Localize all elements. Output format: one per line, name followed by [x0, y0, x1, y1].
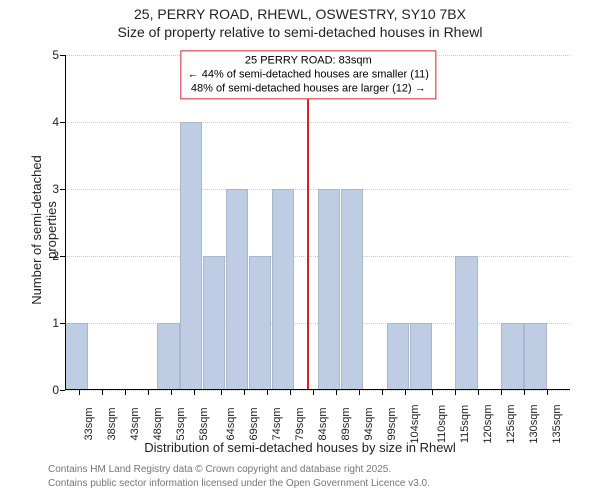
plot-area: 01234525 PERRY ROAD: 83sqm← 44% of semi-… [65, 55, 570, 390]
y-axis [65, 55, 66, 390]
annotation-line1: 25 PERRY ROAD: 83sqm [188, 54, 429, 68]
xtick-mark [102, 390, 103, 395]
xtick-mark [524, 390, 525, 395]
x-axis-label: Distribution of semi-detached houses by … [0, 440, 600, 455]
xtick-label: 38sqm [102, 407, 118, 440]
xtick-mark [148, 390, 149, 395]
footer-credit-1: Contains HM Land Registry data © Crown c… [48, 464, 391, 475]
histogram-bar [203, 256, 225, 390]
xtick-label: 53sqm [171, 407, 187, 440]
xtick-label: 135sqm [547, 404, 563, 443]
xtick-mark [359, 390, 360, 395]
chart-title-line1: 25, PERRY ROAD, RHEWL, OSWESTRY, SY10 7B… [0, 6, 600, 22]
histogram-bar [387, 323, 409, 390]
xtick-label: 94sqm [359, 407, 375, 440]
xtick-label: 130sqm [524, 404, 540, 443]
histogram-bar [65, 323, 87, 390]
ytick-label: 3 [52, 182, 65, 196]
footer-credit-2: Contains public sector information licen… [48, 478, 430, 489]
histogram-bar [157, 323, 179, 390]
xtick-mark [171, 390, 172, 395]
xtick-label: 69sqm [244, 407, 260, 440]
xtick-mark [194, 390, 195, 395]
xtick-label: 33sqm [79, 407, 95, 440]
xtick-mark [382, 390, 383, 395]
ytick-label: 4 [52, 115, 65, 129]
xtick-label: 110sqm [432, 405, 448, 443]
xtick-mark [267, 390, 268, 395]
ytick-label: 2 [52, 249, 65, 263]
xtick-mark [313, 390, 314, 395]
annotation-box: 25 PERRY ROAD: 83sqm← 44% of semi-detach… [181, 50, 436, 99]
xtick-mark [547, 390, 548, 395]
xtick-mark [79, 390, 80, 395]
chart-title-line2: Size of property relative to semi-detach… [0, 24, 600, 40]
xtick-mark [290, 390, 291, 395]
histogram-bar [180, 122, 202, 390]
xtick-mark [405, 390, 406, 395]
histogram-bar [524, 323, 546, 390]
histogram-bar [410, 323, 432, 390]
histogram-bar [341, 189, 363, 390]
histogram-bar [272, 189, 294, 390]
xtick-label: 43sqm [125, 407, 141, 440]
xtick-mark [336, 390, 337, 395]
xtick-label: 58sqm [194, 407, 210, 440]
ytick-label: 5 [52, 48, 65, 62]
xtick-label: 48sqm [148, 407, 164, 440]
annotation-line3: 48% of semi-detached houses are larger (… [188, 82, 429, 96]
histogram-bar [249, 256, 271, 390]
xtick-mark [244, 390, 245, 395]
histogram-bar [455, 256, 477, 390]
gridline [65, 122, 570, 123]
xtick-mark [432, 390, 433, 395]
xtick-label: 79sqm [290, 407, 306, 440]
xtick-mark [125, 390, 126, 395]
xtick-label: 120sqm [478, 404, 494, 443]
xtick-mark [501, 390, 502, 395]
ytick-label: 0 [52, 383, 65, 397]
histogram-bar [226, 189, 248, 390]
xtick-label: 89sqm [336, 407, 352, 440]
x-axis [65, 389, 570, 390]
histogram-bar [501, 323, 523, 390]
xtick-mark [221, 390, 222, 395]
xtick-mark [455, 390, 456, 395]
y-axis-label: Number of semi-detached properties [29, 130, 59, 330]
property-size-chart: 25, PERRY ROAD, RHEWL, OSWESTRY, SY10 7B… [0, 0, 600, 500]
xtick-label: 125sqm [501, 404, 517, 443]
ytick-label: 1 [52, 316, 65, 330]
histogram-bar [318, 189, 340, 390]
xtick-label: 74sqm [267, 407, 283, 440]
xtick-mark [478, 390, 479, 395]
annotation-line2: ← 44% of semi-detached houses are smalle… [188, 68, 429, 82]
xtick-label: 84sqm [313, 407, 329, 440]
gridline [65, 390, 570, 391]
xtick-label: 99sqm [382, 407, 398, 440]
xtick-label: 115sqm [455, 405, 471, 443]
xtick-label: 104sqm [405, 404, 421, 443]
reference-line [307, 55, 309, 390]
xtick-label: 64sqm [221, 407, 237, 440]
